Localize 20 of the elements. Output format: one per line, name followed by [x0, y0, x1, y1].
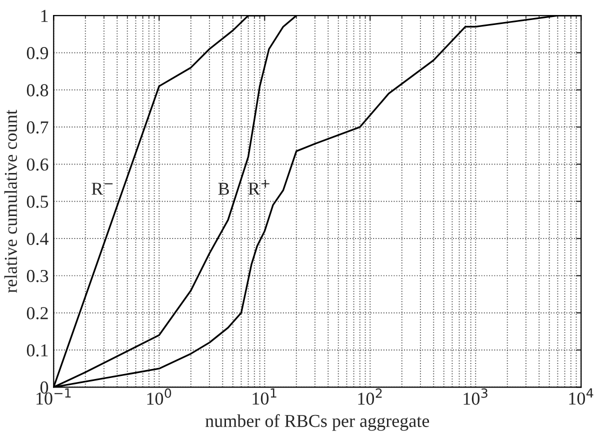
- x-tick-label: 10$^{1}$: [252, 388, 276, 405]
- y-tick-label: 0.8: [26, 84, 48, 96]
- series-label: R$^{+}$: [248, 180, 270, 195]
- x-tick-label: 10$^{4}$: [569, 388, 594, 405]
- y-tick-label: 0.4: [26, 232, 48, 246]
- y-tick-label: 1: [41, 10, 48, 22]
- x-tick-label: 10$^{0}$: [147, 388, 172, 405]
- x-tick-label: 10$^{2}$: [358, 388, 382, 405]
- y-axis-title: relative cumulative count: [4, 110, 17, 293]
- y-tick-label: 0.7: [26, 121, 48, 134]
- y-tick-label: 0.1: [26, 344, 48, 357]
- series-label: B: [218, 182, 229, 195]
- y-tick-label: 0.3: [26, 270, 48, 282]
- y-tick-label: 0.9: [26, 46, 48, 60]
- x-tick-label: 10$^{3}$: [464, 388, 488, 405]
- series-label: R$^{−}$: [92, 182, 113, 195]
- x-axis-title: number of RBCs per aggregate: [205, 414, 430, 431]
- y-tick-label: 0.6: [26, 158, 48, 171]
- y-tick-label: 0.2: [26, 307, 48, 320]
- y-tick-label: 0.5: [26, 196, 48, 208]
